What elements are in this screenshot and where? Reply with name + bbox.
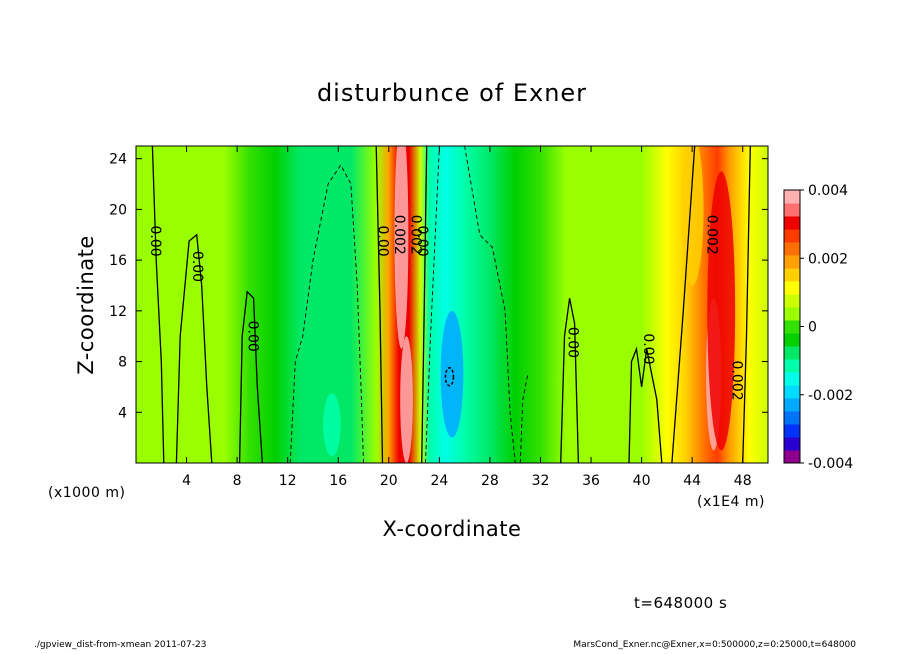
field-extremum-2 [440,310,464,438]
x-tick-label-1: 8 [233,473,242,489]
colorbar-tick-label-2: 0 [808,320,817,336]
colorbar-segment-1 [784,437,800,451]
field-features [323,146,736,463]
colorbar-tick-label-1: -0.002 [808,388,853,404]
y-axis-label: Z-coordinate [74,235,98,375]
colorbar-segment-11 [784,307,800,321]
colorbar-tick-label-4: 0.004 [808,183,848,199]
colorbar-ticks: -0.004 -0.002 0 0.002 0.004 [800,183,853,472]
x-tick-label-5: 24 [430,473,448,489]
footer-script-info: ./gpview_dist-from-xmean 2011-07-23 [34,640,207,650]
contour-label-6: 0.00 [414,226,430,257]
contour-solid-3 [375,146,384,463]
contour-solid-6 [628,346,663,463]
contour-label-0: 0.00 [147,226,163,257]
x-tick-label-0: 4 [182,473,191,489]
colorbar-segment-8 [784,346,800,360]
contour-solid-7 [671,146,696,463]
y-tick-label-3: 16 [109,253,127,269]
field-extremum-5 [323,393,341,457]
y-tick-label-2: 12 [109,304,127,320]
colorbar-tick-label-0: -0.004 [808,456,853,472]
y-tick-label-0: 4 [118,405,127,421]
contour-dashed-3 [519,374,529,463]
x-unit-left: (x1000 m) [48,485,125,501]
colorbar-segment-19 [784,203,800,217]
contour-label-2: 0.00 [245,321,261,352]
colorbar-segment-4 [784,398,800,412]
colorbar-segment-7 [784,359,800,373]
colorbar-segment-0 [784,450,800,464]
x-tick-label-9: 40 [633,473,651,489]
contour-label-1: 0.00 [189,251,205,282]
colorbar-segment-5 [784,385,800,399]
x-tick-label-8: 36 [582,473,600,489]
x-tick-label-7: 32 [532,473,550,489]
x-tick-label-10: 44 [683,473,701,489]
colorbar-segment-16 [784,242,800,256]
x-tick-label-2: 12 [279,473,297,489]
colorbar-segment-3 [784,411,800,425]
footer-data-source: MarsCond_Exner.nc@Exner,x=0:500000,z=0:2… [573,640,856,650]
contour-dashed-1 [425,146,440,463]
contour-label-10: 0.002 [729,361,745,401]
colorbar-segment-14 [784,268,800,282]
x-tick-label-4: 20 [380,473,398,489]
colorbar-tick-label-3: 0.002 [808,251,848,267]
colorbar-segment-13 [784,281,800,295]
time-stamp: t=648000 s [634,594,728,612]
x-axis-ticks: 4 8 12 16 20 24 28 32 36 40 44 48 [182,146,752,489]
field-extremum-4 [707,171,736,451]
contour-label-8: 0.00 [640,333,656,364]
x-tick-label-11: 48 [734,473,752,489]
contour-solid-0 [151,146,165,463]
y-tick-label-1: 8 [118,355,127,371]
colorbar-segment-20 [784,190,800,204]
field-extremum-6 [680,146,704,286]
field-extremum-1 [400,336,413,463]
contour-dashed-2 [464,146,516,463]
x-axis-label: X-coordinate [383,517,522,541]
colorbar-segment-15 [784,255,800,269]
contour-label-9: 0.002 [703,215,719,255]
y-tick-label-4: 20 [109,202,127,218]
contour-solid-5 [560,298,580,463]
colorbar-segment-9 [784,333,800,347]
plot-frame [135,145,769,464]
plot-area [136,146,768,463]
contour-solid-4 [421,146,428,463]
colorbar-segment-12 [784,294,800,308]
contour-solid-8 [742,146,751,463]
contour-lines [151,146,751,463]
colorbar-segment-2 [784,424,800,438]
contour-dashed-0 [289,164,364,463]
colorbar-segment-17 [784,229,800,243]
contour-solid-2 [238,290,264,463]
chart-title: disturbunce of Exner [317,79,587,107]
contour-min-loop [444,367,455,387]
field-extremum-0 [394,146,409,349]
colorbar-segment-6 [784,372,800,386]
x-unit-right: (x1E4 m) [697,494,765,510]
colorbar [783,189,801,464]
contour-solid-1 [175,233,213,463]
contour-label-3: 0.00 [375,226,391,257]
contour-label-5: 0.002 [408,215,424,255]
colorbar-segment-10 [784,320,800,334]
contour-label-4: 0.002 [391,215,407,255]
x-tick-label-3: 16 [329,473,347,489]
contour-label-7: 0.00 [564,327,580,358]
colorbar-segment-18 [784,216,800,230]
x-tick-label-6: 28 [481,473,499,489]
y-axis-ticks: 4 8 12 16 20 24 [109,152,768,421]
y-tick-label-5: 24 [109,152,127,168]
